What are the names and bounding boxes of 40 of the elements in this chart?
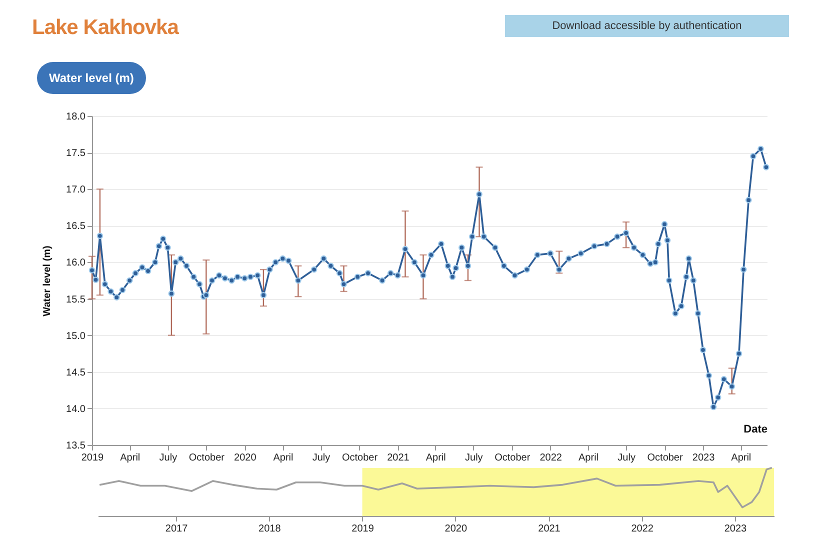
x-tick-label: October (494, 452, 531, 464)
x-tick-label: October (647, 452, 684, 464)
x-tick-label: April (578, 452, 599, 464)
text: Download accessible by authentication (505, 15, 789, 37)
x-tick-label: 2020 (234, 452, 257, 464)
x-tick-label: 2017 (165, 524, 188, 534)
chart-subtitle: Water level (m) (37, 62, 146, 94)
x-tick-label: October (342, 452, 378, 464)
x-tick-label: 2022 (540, 452, 562, 464)
y-tick-label: 15.0 (66, 330, 86, 342)
x-tick-label: April (731, 452, 752, 464)
y-tick-label: 17.5 (66, 148, 86, 160)
y-tick-label: 13.5 (66, 440, 86, 452)
x-tick-label: April (273, 452, 294, 464)
y-tick-label: 14.0 (66, 404, 86, 415)
y-axis-title: Water level (m) (42, 246, 54, 316)
x-tick-label: April (426, 452, 446, 464)
y-tick-label: 15.5 (66, 294, 86, 306)
x-tick-label: 2020 (444, 524, 468, 534)
x-tick-label: July (312, 452, 330, 464)
chart-title: Lake Kakhovka (32, 16, 178, 40)
y-tick-label: 16.5 (66, 221, 86, 232)
x-tick-label: October (188, 452, 226, 464)
x-tick-label: April (120, 452, 140, 464)
x-tick-label: 2019 (81, 452, 104, 464)
y-tick-label: 18.0 (66, 112, 86, 122)
y-tick-label: 16.0 (66, 258, 86, 269)
x-axis-title: Date (744, 424, 768, 436)
x-tick-label: 2022 (631, 524, 654, 534)
y-tick-label: 14.5 (66, 367, 86, 378)
x-tick-label: 2021 (538, 524, 561, 534)
x-tick-label: 2019 (352, 524, 374, 534)
x-tick-label: 2021 (387, 452, 410, 464)
x-tick-label: 2023 (692, 452, 716, 464)
x-tick-label: July (159, 452, 178, 464)
x-tick-label: 2023 (724, 524, 748, 534)
x-tick-label: July (465, 452, 483, 464)
y-tick-label: 17.0 (66, 184, 86, 196)
x-tick-label: July (618, 452, 636, 464)
x-tick-label: 2018 (258, 524, 282, 534)
